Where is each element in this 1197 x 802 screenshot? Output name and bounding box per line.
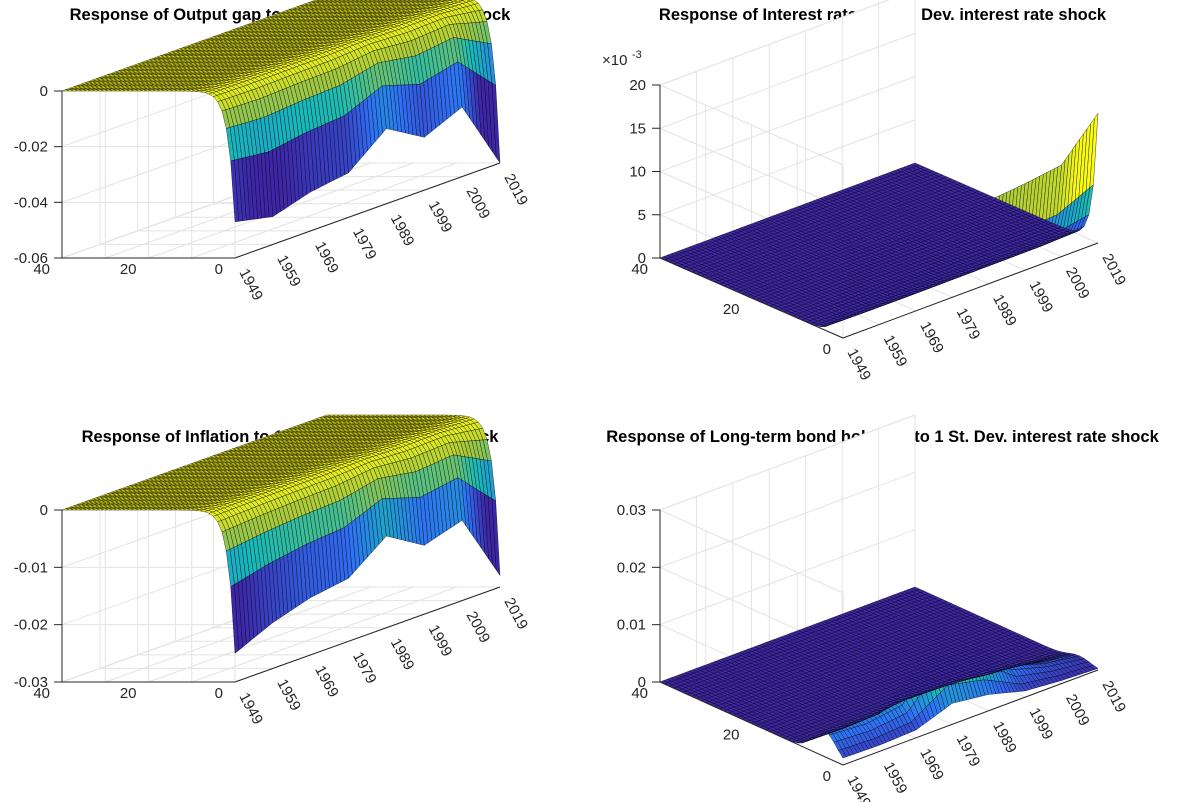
z-tick-label: 0: [40, 83, 48, 100]
y-tick-label: 20: [120, 261, 137, 278]
x-tick-label: 2009: [463, 184, 494, 221]
y-tick-label: 0: [215, 261, 223, 278]
y-tick-label: 40: [33, 261, 50, 278]
x-tick-label: 1959: [273, 252, 304, 289]
x-tick-label: 1969: [311, 239, 342, 276]
surface-patch: [458, 0, 465, 1]
surface-patch: [466, 0, 475, 2]
grid-line-horizon: [191, 162, 457, 259]
surface-mesh: [61, 0, 501, 222]
surface-patch: [449, 0, 458, 2]
chart-panel-interest-rate: Response of Interest rate to 1 St. Dev. …: [598, 0, 1197, 400]
z-tick-label: -0.02: [14, 139, 48, 156]
x-tick-label: 1949: [235, 266, 266, 303]
x-tick-label: 2019: [500, 171, 531, 208]
x-tick-label: 1989: [387, 212, 418, 249]
surface-plot-output-gap: -0.06 -0.04 -0.02 0 0 20 40 1949 1959 1969 1979 198…: [14, 0, 531, 303]
z-tick-label: -0.04: [14, 194, 48, 211]
x-axis-line: [234, 162, 501, 259]
x-tick-label: 1979: [349, 225, 380, 262]
surface-mesh: [659, 112, 1099, 327]
chart-panel-output-gap: Response of Output gap to 1 St. Dev. int…: [0, 0, 590, 400]
z-tick-label: -0.06: [14, 250, 48, 267]
x-tick-label: 1999: [425, 198, 456, 235]
